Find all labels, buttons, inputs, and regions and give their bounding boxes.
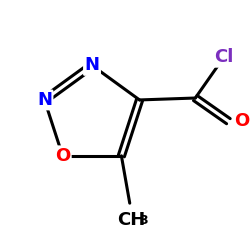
Text: N: N — [84, 56, 100, 74]
Text: 3: 3 — [139, 214, 148, 227]
Text: O: O — [55, 147, 70, 165]
Text: N: N — [37, 91, 52, 109]
Text: CH: CH — [118, 211, 146, 229]
Text: Cl: Cl — [214, 48, 234, 66]
Text: O: O — [234, 112, 250, 130]
